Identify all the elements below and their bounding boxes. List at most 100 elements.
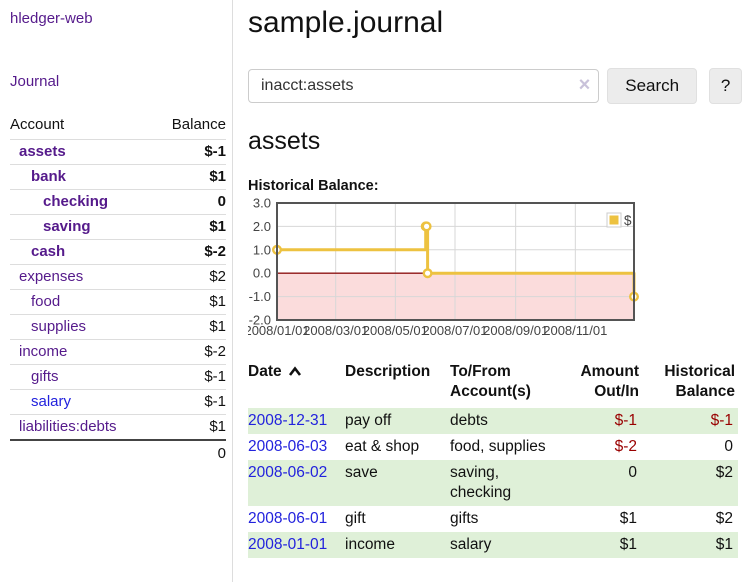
accounts-header-balance: Balance: [171, 116, 226, 133]
accounts-table: Account Balance assets $-1 bank $1 checking 0…: [10, 114, 226, 467]
chart-title: Historical Balance:: [248, 178, 379, 194]
account-balance: $-1: [204, 368, 226, 385]
transaction-accounts: food, supplies: [450, 438, 546, 455]
data-point: [422, 268, 433, 279]
sidebar-nav: Journal: [10, 73, 225, 90]
register-header-date[interactable]: Date: [248, 362, 345, 408]
account-balance: $1: [209, 218, 226, 235]
svg-text:-1.0: -1.0: [249, 289, 271, 304]
help-button[interactable]: ?: [709, 68, 742, 104]
account-balance: $1: [209, 168, 226, 185]
transaction-amount: 0: [628, 464, 637, 481]
main-content: sample.journal × Search ? assets Histori…: [233, 0, 742, 558]
account-row: checking 0: [10, 189, 226, 215]
plot-border: [276, 202, 635, 321]
account-balance: $-2: [204, 243, 226, 260]
account-link[interactable]: saving: [43, 218, 91, 235]
historical-balance-chart: $3.0 2.0 1.0 0.0 -1.0 -2.0 2008/01/01 2008/03/0…: [244, 196, 742, 340]
page-title: sample.journal: [248, 6, 444, 39]
svg-text:2.0: 2.0: [253, 219, 271, 234]
svg-text:2008/11/01: 2008/11/01: [543, 323, 607, 338]
transaction-amount: $-1: [614, 412, 637, 429]
transaction-row[interactable]: 2008-06-02 save saving, checking 0 $2: [248, 460, 738, 506]
svg-text:$: $: [624, 213, 632, 228]
register-header-historical: Historical Balance: [664, 363, 735, 400]
account-link[interactable]: income: [19, 343, 68, 360]
transaction-date-link[interactable]: 2008-01-01: [248, 536, 328, 553]
transaction-date-link[interactable]: 2008-06-01: [248, 510, 328, 527]
search-form: × Search ?: [248, 68, 742, 104]
accounts-total-value: 0: [153, 439, 226, 467]
transaction-balance: $-1: [710, 412, 733, 429]
journal-link[interactable]: Journal: [10, 73, 60, 90]
account-balance: $-2: [204, 343, 226, 360]
account-link[interactable]: supplies: [31, 318, 87, 335]
account-balance: $1: [209, 293, 226, 310]
search-button[interactable]: Search: [607, 68, 698, 104]
register-header-row: Date Description To/From Account(s) Amount Ou…: [248, 362, 738, 408]
account-row: supplies $1: [10, 314, 226, 340]
account-row: liabilities:debts $1: [10, 414, 226, 441]
account-link[interactable]: checking: [43, 193, 109, 210]
account-row: bank $1: [10, 164, 226, 190]
transaction-description: save: [345, 464, 378, 481]
transaction-balance: 0: [724, 438, 733, 455]
transaction-accounts: gifts: [450, 510, 479, 527]
transaction-row[interactable]: 2008-12-31 pay off debts $-1 $-1: [248, 408, 738, 434]
clear-search-icon[interactable]: ×: [578, 74, 591, 97]
transaction-date-link[interactable]: 2008-06-02: [248, 464, 328, 481]
svg-text:-2.0: -2.0: [249, 313, 271, 328]
account-row: gifts $-1: [10, 364, 226, 390]
svg-text:2008/03/01: 2008/03/01: [303, 323, 368, 338]
transaction-row[interactable]: 2008-06-01 gift gifts $1 $2: [248, 506, 738, 532]
register-table: Date Description To/From Account(s) Amount Ou…: [248, 362, 738, 558]
account-link[interactable]: expenses: [19, 268, 84, 285]
account-balance: $-1: [204, 143, 226, 160]
transaction-amount: $-2: [614, 438, 637, 455]
app-title-link[interactable]: hledger-web: [10, 10, 93, 27]
account-link[interactable]: bank: [31, 168, 67, 185]
account-row: saving $1: [10, 214, 226, 240]
accounts-total-row: 0: [10, 439, 226, 467]
transaction-row[interactable]: 2008-06-03 eat & shop food, supplies $-2 0: [248, 434, 738, 460]
transaction-date-link[interactable]: 2008-06-03: [248, 438, 328, 455]
account-link[interactable]: gifts: [31, 368, 59, 385]
svg-text:2008/01/01: 2008/01/01: [248, 323, 310, 338]
account-link[interactable]: assets: [19, 143, 66, 160]
account-row: salary $-1: [10, 389, 226, 415]
data-point: [421, 221, 432, 232]
account-heading: assets: [248, 127, 321, 155]
register-header-description: Description: [345, 363, 431, 380]
account-row: food $1: [10, 289, 226, 315]
transaction-accounts: salary: [450, 536, 492, 553]
account-link[interactable]: food: [31, 293, 61, 310]
transaction-accounts: saving, checking: [450, 464, 512, 501]
svg-text:2008/07/01: 2008/07/01: [422, 323, 487, 338]
transaction-balance: $2: [715, 510, 733, 527]
search-input[interactable]: [248, 69, 600, 103]
transaction-date-link[interactable]: 2008-12-31: [248, 412, 328, 429]
sort-ascending-icon[interactable]: [288, 366, 302, 377]
account-row: expenses $2: [10, 264, 226, 290]
transaction-description: income: [345, 536, 395, 553]
account-link[interactable]: liabilities:debts: [19, 418, 117, 435]
transaction-balance: $2: [715, 464, 733, 481]
transaction-description: pay off: [345, 412, 392, 429]
svg-text:2008/05/01: 2008/05/01: [363, 323, 428, 338]
transaction-amount: $1: [619, 536, 637, 553]
account-balance: $1: [209, 418, 226, 435]
register-header-to-from: To/From Account(s): [450, 363, 531, 400]
svg-text:1.0: 1.0: [253, 242, 271, 257]
account-link[interactable]: salary: [31, 393, 72, 410]
account-row: assets $-1: [10, 139, 226, 165]
account-link[interactable]: cash: [31, 243, 66, 260]
transaction-row[interactable]: 2008-01-01 income salary $1 $1: [248, 532, 738, 558]
svg-text:0.0: 0.0: [253, 266, 271, 281]
chart-legend: $: [606, 212, 632, 228]
register-header-amount: Amount Out/In: [580, 363, 639, 400]
transaction-description: gift: [345, 510, 366, 527]
transaction-accounts: debts: [450, 412, 488, 429]
transaction-balance: $1: [715, 536, 733, 553]
account-balance: 0: [217, 193, 226, 210]
account-balance: $2: [209, 268, 226, 285]
